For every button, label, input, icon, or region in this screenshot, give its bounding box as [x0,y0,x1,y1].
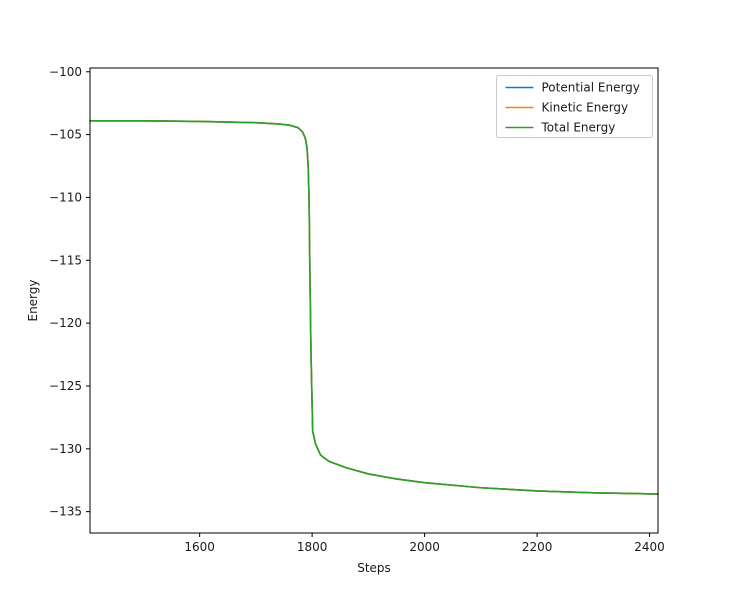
y-tick-label: −135 [49,505,82,519]
x-tick-label: 2200 [522,540,553,554]
legend-frame [496,75,653,138]
x-tick-label: 1600 [184,540,215,554]
legend-label: Potential Energy [542,81,640,95]
legend-label: Kinetic Energy [542,101,629,115]
x-tick-label: 2000 [409,540,440,554]
plot-border [89,67,659,534]
y-tick-label: −105 [49,128,82,142]
x-axis: 1600 1800 2000 2200 2400 Steps [184,533,665,575]
legend-entry: Total Energy [505,121,616,135]
legend-entry: Potential Energy [505,81,640,95]
y-tick-label: −100 [49,65,82,79]
y-axis-label: Energy [26,279,40,321]
y-tick-label: −130 [49,442,82,456]
y-tick-label: −110 [49,190,82,204]
x-axis-label: Steps [357,561,391,575]
legend-entry: Kinetic Energy [505,101,629,115]
legend: Potential Energy Kinetic Energy Total Ener… [496,75,653,138]
y-tick-label: −120 [49,316,82,330]
x-tick-label: 2400 [634,540,665,554]
legend-label: Total Energy [541,121,616,135]
x-tick-label: 1800 [297,540,328,554]
y-axis: −100 −105 −110 −115 −120 −125 −130 −135 Energy [26,65,90,519]
series-line-kinetic-energy [89,119,659,495]
y-tick-label: −125 [49,379,82,393]
plot-series [89,119,659,495]
series-line-total-energy [89,119,659,495]
y-tick-label: −115 [49,253,82,267]
series-line-potential-energy [89,119,659,495]
